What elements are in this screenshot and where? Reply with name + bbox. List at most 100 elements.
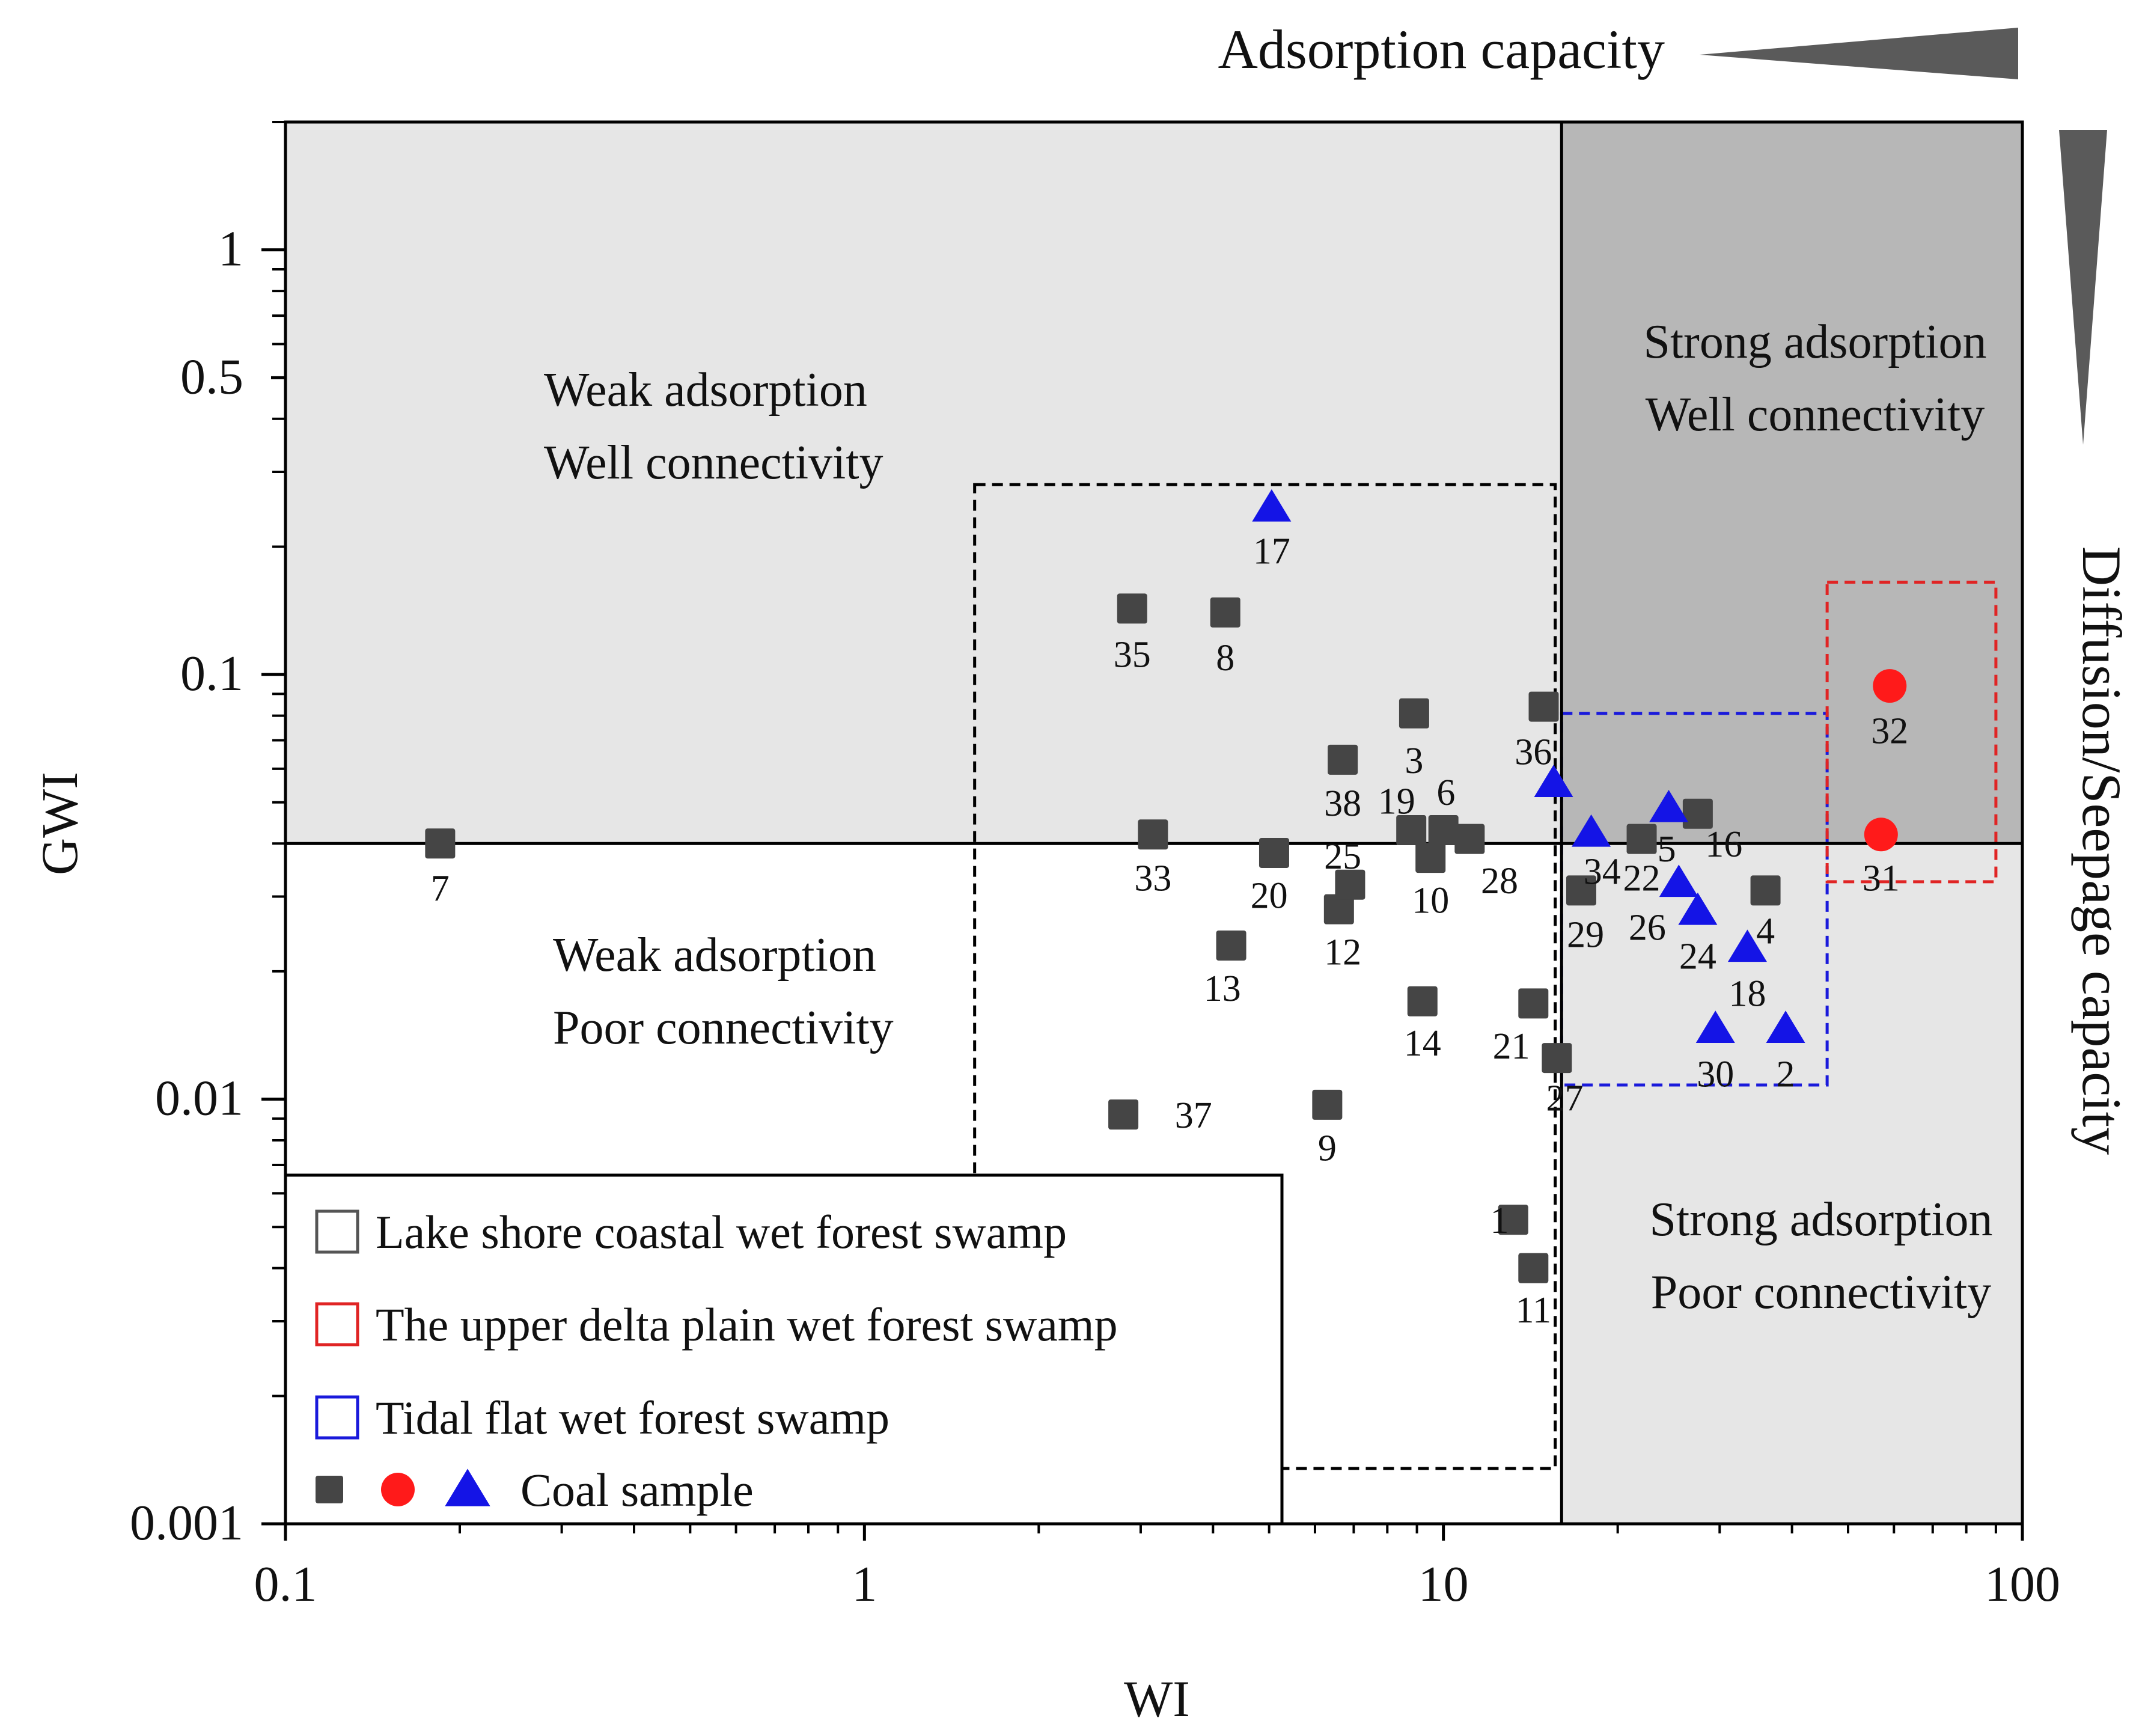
legend-swatch-3 <box>315 1395 359 1440</box>
point-label-18: 18 <box>1728 974 1766 1015</box>
point-triangle-17 <box>1252 489 1292 522</box>
diffusion-capacity-indicator: Diffusion/Seepage capacity <box>2059 130 2132 1155</box>
legend-swatch-2 <box>315 1302 359 1346</box>
point-label-31: 31 <box>1863 858 1900 899</box>
x-tick-label-1: 1 <box>852 1556 877 1612</box>
axes: 0.1 1 10 100 0.001 0.01 0.1 0.5 1 <box>130 120 2060 1612</box>
point-label-35: 35 <box>1114 634 1151 675</box>
quadrant-weak-well <box>285 122 1562 844</box>
point-square-37 <box>1108 1099 1139 1130</box>
point-square-29 <box>1566 875 1596 906</box>
point-label-22: 22 <box>1623 858 1661 899</box>
point-label-12: 12 <box>1324 932 1361 973</box>
quadrant-label-strong-poor-2: Poor connectivity <box>1651 1266 1992 1319</box>
point-label-33: 33 <box>1134 858 1171 899</box>
point-label-34: 34 <box>1584 852 1621 893</box>
point-label-37: 37 <box>1175 1095 1212 1136</box>
point-square-9 <box>1312 1089 1343 1120</box>
x-tick-label-100: 100 <box>1985 1556 2060 1612</box>
point-square-14 <box>1407 986 1438 1016</box>
data-points <box>425 489 1907 1283</box>
quadrant-label-strong-well-1: Strong adsorption <box>1643 316 1986 368</box>
y-tick-label-1: 1 <box>218 221 243 277</box>
legend-swatch-1 <box>315 1209 359 1254</box>
point-label-28: 28 <box>1481 861 1518 902</box>
point-square-8 <box>1210 597 1240 628</box>
point-label-10: 10 <box>1412 881 1449 921</box>
point-label-2: 2 <box>1777 1054 1795 1095</box>
point-label-13: 13 <box>1204 968 1241 1009</box>
point-label-29: 29 <box>1567 915 1604 956</box>
point-triangle-34 <box>1572 814 1611 847</box>
point-label-24: 24 <box>1679 936 1716 977</box>
point-square-20 <box>1259 837 1289 868</box>
point-triangle-26 <box>1659 864 1698 897</box>
adsorption-wedge <box>1700 28 2018 79</box>
point-square-6 <box>1428 815 1459 846</box>
point-square-25 <box>1335 869 1365 900</box>
point-labels: 1234567891011121314161718192021222425262… <box>431 531 1908 1331</box>
point-square-7 <box>425 828 456 859</box>
legend-marker-triangle <box>445 1469 490 1506</box>
point-label-1: 1 <box>1490 1200 1509 1241</box>
quadrant-label-strong-well-2: Well connectivity <box>1646 388 1985 441</box>
x-tick-label-0.1: 0.1 <box>254 1556 317 1612</box>
x-axis-title: WI <box>1124 1670 1190 1728</box>
point-triangle-30 <box>1695 1010 1735 1043</box>
quadrant-strong-well <box>1561 122 2022 844</box>
point-label-4: 4 <box>1756 911 1775 952</box>
legend-marker-square <box>316 1476 343 1503</box>
point-label-30: 30 <box>1697 1054 1734 1095</box>
point-square-13 <box>1216 931 1246 961</box>
point-square-19 <box>1396 815 1427 846</box>
point-label-20: 20 <box>1251 875 1288 916</box>
point-square-38 <box>1328 744 1358 775</box>
legend-label-2: The upper delta plain wet forest swamp <box>376 1298 1118 1351</box>
quadrant-label-weak-well-2: Well connectivity <box>544 436 883 489</box>
legend-label-3: Tidal flat wet forest swamp <box>376 1392 889 1444</box>
point-label-8: 8 <box>1216 638 1234 679</box>
diffusion-capacity-label: Diffusion/Seepage capacity <box>2071 546 2132 1155</box>
point-label-38: 38 <box>1324 783 1361 824</box>
y-tick-label-0.5: 0.5 <box>180 349 243 405</box>
quadrant-label-weak-well-1: Weak adsorption <box>544 364 867 417</box>
point-square-28 <box>1454 824 1485 854</box>
quadrant-labels: Weak adsorption Well connectivity Strong a… <box>544 316 1993 1319</box>
point-triangle-5 <box>1649 789 1689 822</box>
adsorption-capacity-indicator: Adsorption capacity <box>1218 19 2018 80</box>
point-label-21: 21 <box>1493 1026 1530 1067</box>
point-label-7: 7 <box>431 869 450 909</box>
point-label-25: 25 <box>1324 836 1361 877</box>
y-tick-label-0.001: 0.001 <box>130 1495 243 1551</box>
point-triangle-24 <box>1678 892 1718 925</box>
legend-label-4: Coal sample <box>520 1464 754 1516</box>
point-triangle-18 <box>1727 929 1767 962</box>
point-square-16 <box>1682 798 1713 829</box>
point-label-26: 26 <box>1629 907 1666 948</box>
legend-marker-circle <box>381 1473 415 1506</box>
y-axis-title: GWI <box>31 772 88 875</box>
point-square-36 <box>1528 691 1559 722</box>
diffusion-wedge <box>2059 130 2107 445</box>
quadrant-label-weak-poor-2: Poor connectivity <box>553 1001 894 1054</box>
point-label-32: 32 <box>1871 711 1908 751</box>
point-square-11 <box>1518 1253 1549 1283</box>
region-box-3 <box>1825 580 1998 884</box>
point-label-36: 36 <box>1515 732 1552 773</box>
point-label-6: 6 <box>1436 772 1455 813</box>
point-label-17: 17 <box>1253 531 1290 572</box>
point-label-27: 27 <box>1546 1078 1583 1119</box>
point-circle-31 <box>1864 818 1898 852</box>
point-label-19: 19 <box>1378 781 1415 822</box>
point-square-3 <box>1399 698 1429 729</box>
legend-box <box>284 1173 1284 1526</box>
legend-label-1: Lake shore coastal wet forest swamp <box>376 1206 1067 1258</box>
point-label-11: 11 <box>1515 1290 1551 1331</box>
point-square-10 <box>1415 843 1446 873</box>
point-label-14: 14 <box>1404 1023 1441 1064</box>
legend: Lake shore coastal wet forest swamp The u… <box>284 1173 1284 1526</box>
point-square-1 <box>1498 1205 1528 1235</box>
point-label-16: 16 <box>1705 824 1742 865</box>
y-tick-label-0.1: 0.1 <box>180 646 243 701</box>
